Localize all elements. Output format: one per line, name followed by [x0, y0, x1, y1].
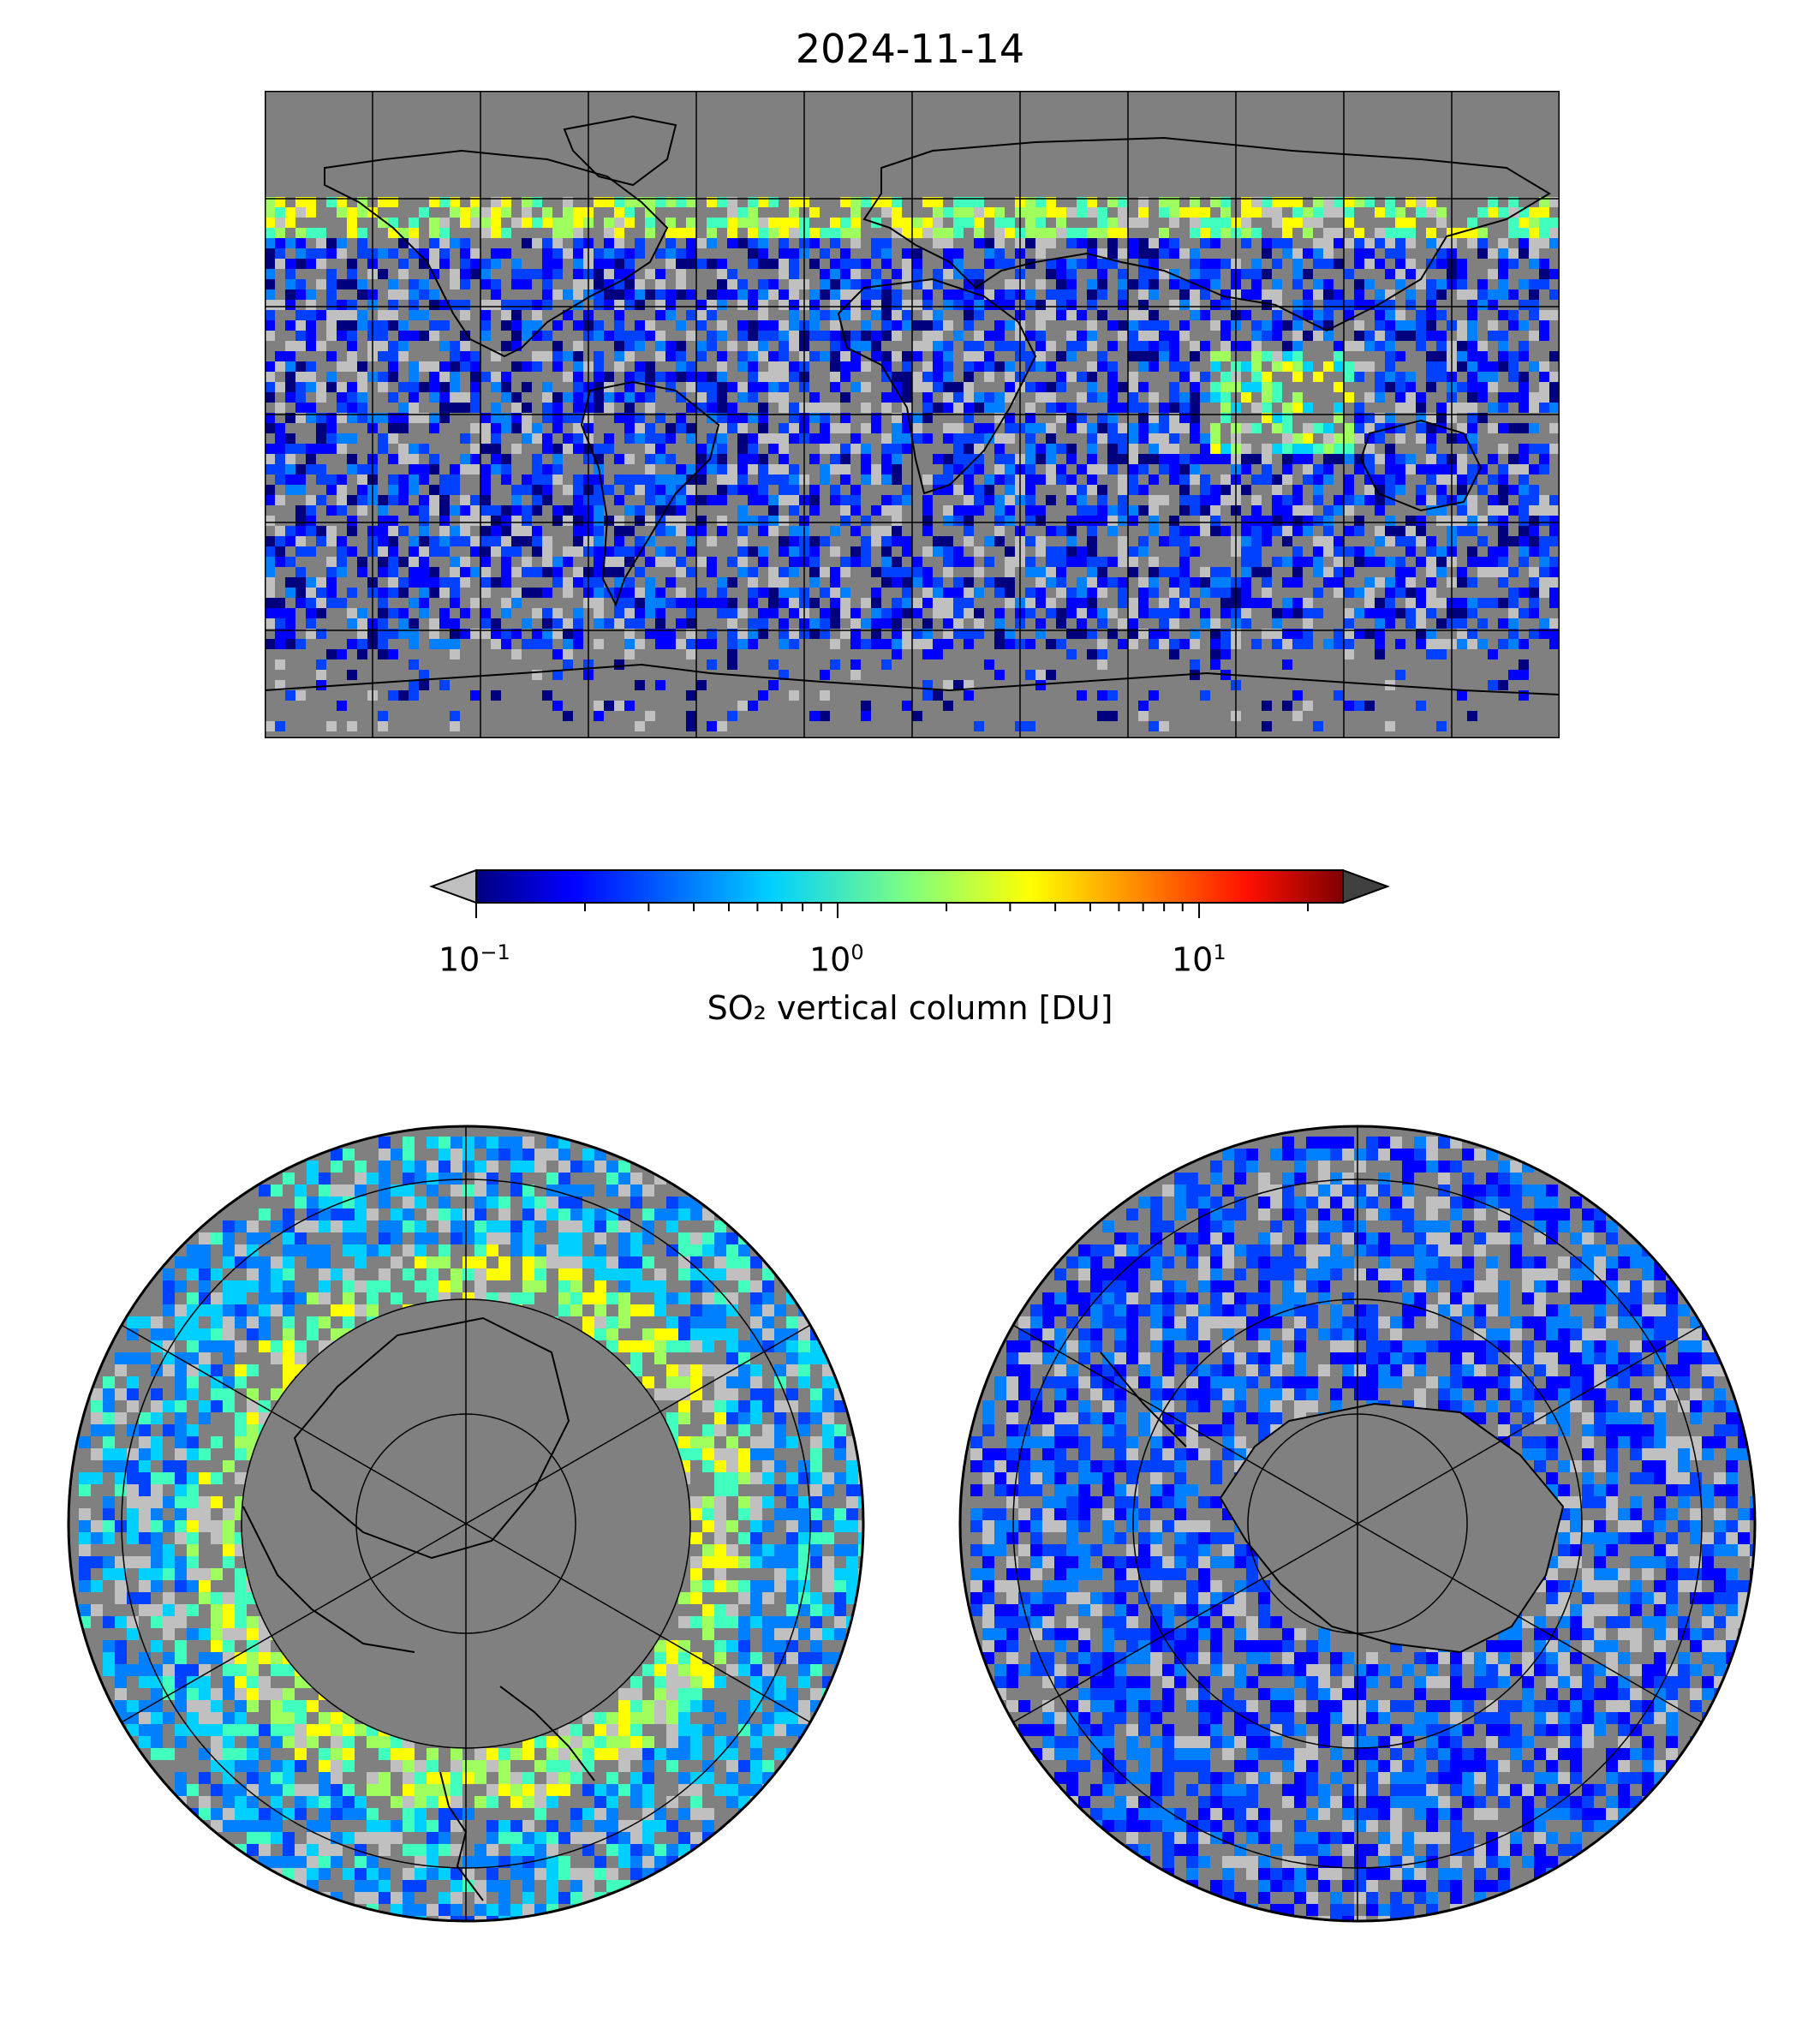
colorbar: [429, 868, 1390, 918]
colorbar-gradient: [475, 869, 1344, 904]
colorbar-tick-label-2: 100: [809, 940, 864, 979]
gridlines-south: [1011, 1126, 1704, 1921]
colorbar-under-triangle: [429, 868, 477, 904]
south-polar-map: [958, 1125, 1757, 1923]
coastlines: [265, 115, 1560, 695]
so2-data-layer-south: [970, 1137, 1755, 1921]
colorbar-over-triangle: [1342, 868, 1390, 904]
coastlines-south: [1100, 1352, 1565, 1654]
colorbar-tick-label-3: 101: [1172, 940, 1226, 979]
colorbar-label: SO₂ vertical column [DU]: [707, 989, 1113, 1027]
north-polar-map: [67, 1125, 865, 1923]
global-map: [265, 91, 1560, 738]
figure-title: 2024-11-14: [795, 26, 1025, 72]
gridlines: [265, 91, 1560, 738]
colorbar-ticks: [475, 903, 1310, 918]
gridlines-north: [119, 1126, 813, 1921]
so2-data-layer: [265, 197, 1560, 731]
colorbar-tick-label-1: 10−1: [439, 940, 510, 979]
